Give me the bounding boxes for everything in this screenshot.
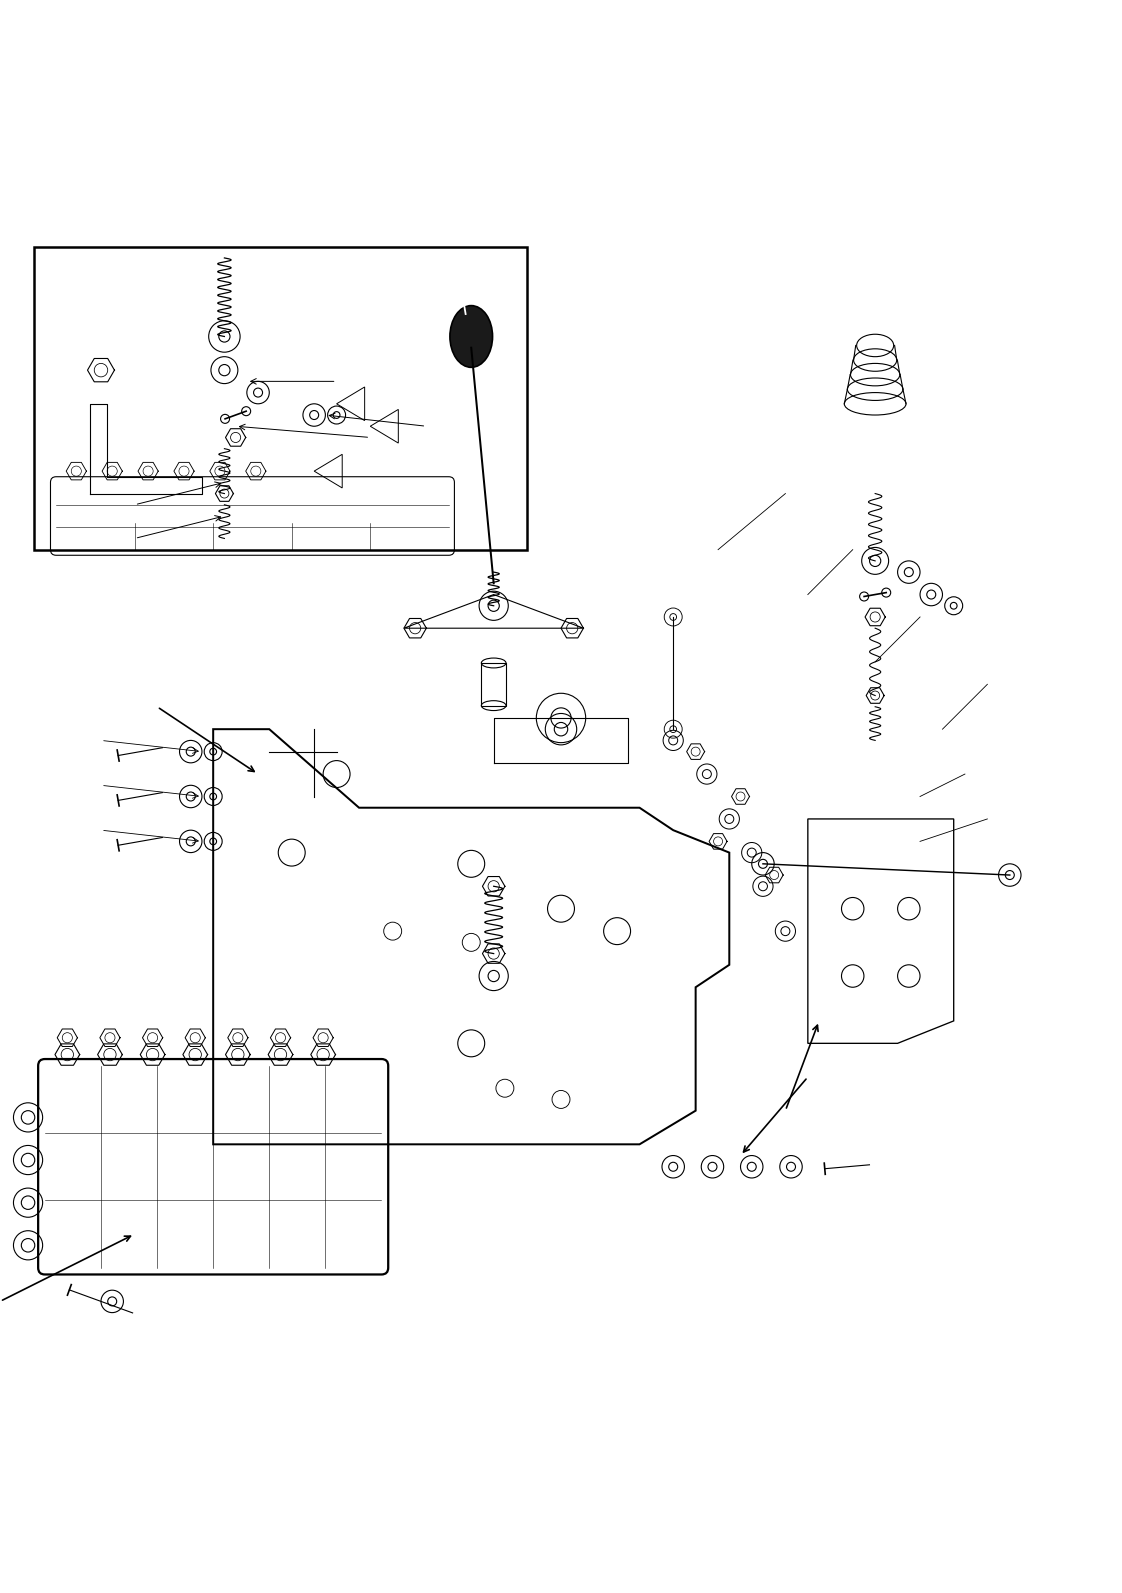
Ellipse shape [450, 306, 493, 368]
Bar [34, 247, 527, 550]
Bar [481, 663, 506, 706]
